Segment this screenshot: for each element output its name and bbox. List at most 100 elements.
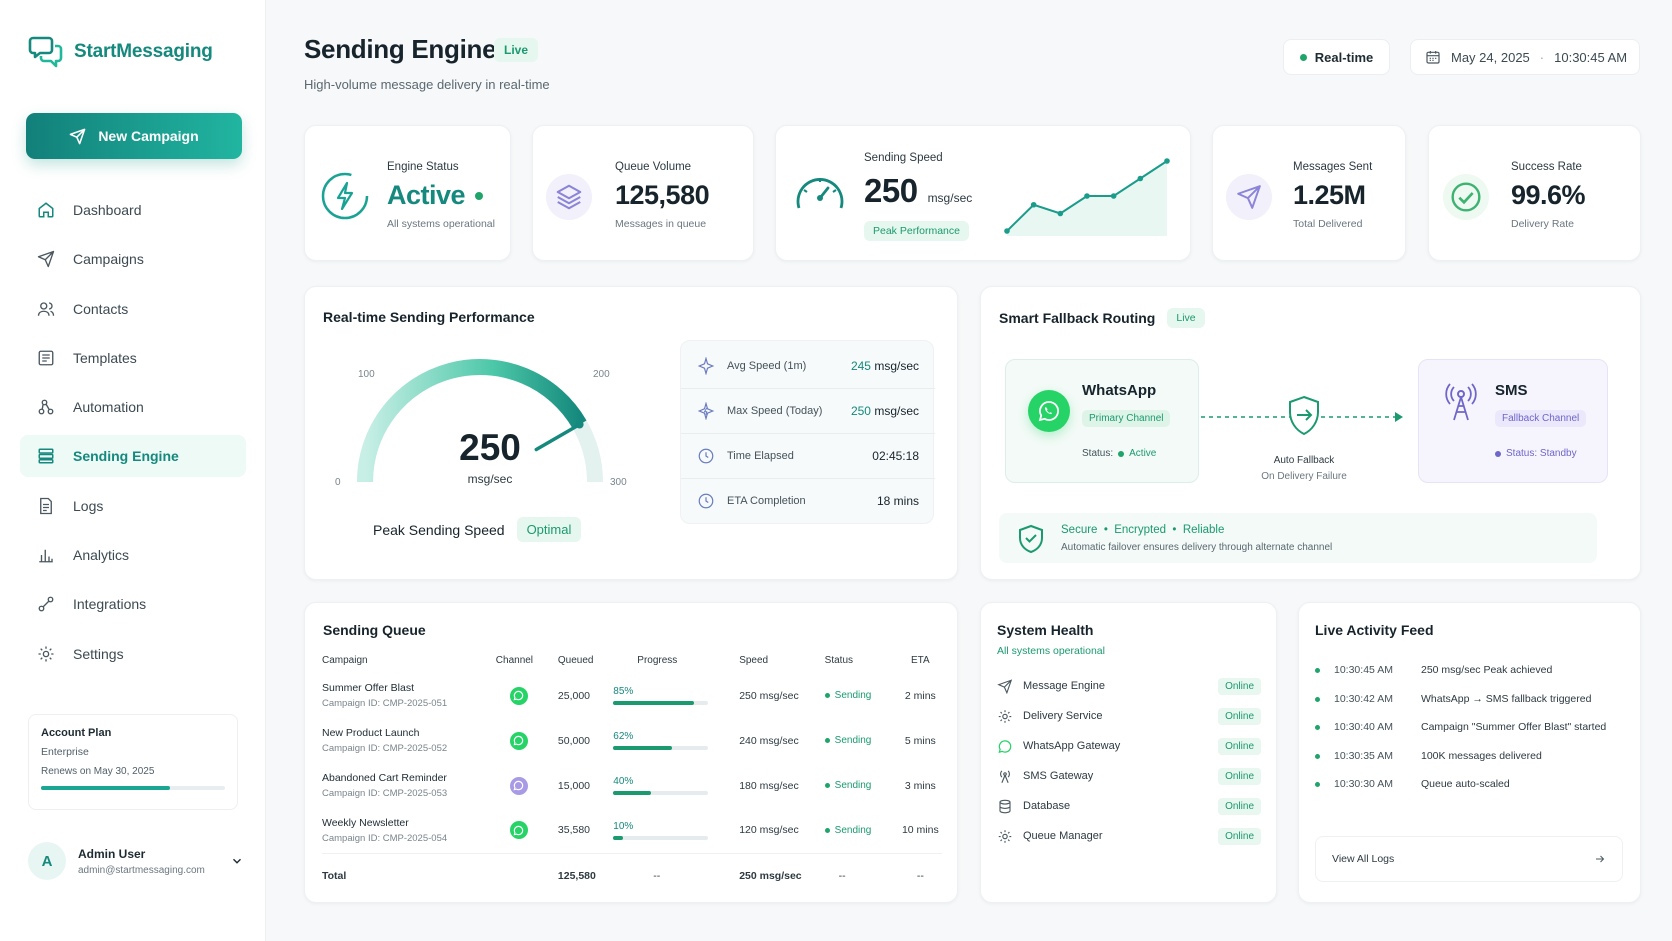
- send-icon: [37, 251, 55, 268]
- queued-count: 50,000: [557, 734, 591, 747]
- sidebar-item-campaigns[interactable]: Campaigns: [20, 238, 246, 280]
- layers-icon: [556, 184, 582, 210]
- feed-item: 10:30:35 AM 100K messages delivered: [1315, 742, 1625, 770]
- bolt-circle-icon: [321, 172, 369, 220]
- queue-table: Campaign Channel Queued Progress Speed S…: [322, 647, 942, 898]
- feed-text: Campaign "Summer Offer Blast" started: [1421, 721, 1607, 733]
- total-queued: 125,580: [557, 869, 596, 882]
- realtime-toggle[interactable]: Real-time: [1283, 39, 1390, 75]
- table-row[interactable]: New Product Launch Campaign ID: CMP-2025-…: [322, 718, 942, 763]
- metric-avg-speed: Avg Speed (1m) 245 msg/sec: [681, 344, 935, 388]
- feed-dot: [1315, 781, 1320, 787]
- header-progress: Progress: [637, 654, 678, 666]
- shield-arrow-icon: [1289, 395, 1319, 436]
- row-speed: 240 msg/sec: [739, 734, 799, 747]
- check-icon-wrap: [1443, 174, 1489, 220]
- whatsapp-channel-card[interactable]: WhatsApp Primary Channel Status: Active: [1005, 359, 1199, 483]
- status-dot: [1299, 53, 1307, 61]
- page-title: Sending Engine: [304, 34, 497, 64]
- status-dot: [824, 693, 830, 698]
- send-icon-wrap: [1226, 174, 1272, 220]
- datetime-display[interactable]: May 24, 2025 · 10:30:45 AM: [1410, 39, 1640, 75]
- total-speed: 250 msg/sec: [739, 869, 802, 882]
- brand-name: StartMessaging: [74, 41, 213, 62]
- progress-fill: [613, 835, 623, 840]
- sidebar-item-sending-engine[interactable]: Sending Engine: [20, 435, 246, 478]
- send-icon: [997, 678, 1013, 694]
- brand-logo[interactable]: StartMessaging: [28, 34, 213, 70]
- messages-sent-sub: Total Delivered: [1293, 218, 1363, 230]
- view-all-logs-button[interactable]: View All Logs: [1315, 836, 1623, 882]
- status-badge: Sending: [824, 735, 899, 746]
- speed-gauge: 0 100 200 300: [335, 359, 627, 488]
- total-status: --: [838, 869, 846, 882]
- send-icon: [1237, 185, 1261, 209]
- table-row[interactable]: Summer Offer Blast Campaign ID: CMP-2025-…: [322, 673, 942, 718]
- row-speed: 250 msg/sec: [739, 689, 799, 702]
- sms-channel-card[interactable]: SMS Fallback Channel Status: Standby: [1418, 359, 1608, 483]
- status-text: Sending: [834, 690, 872, 701]
- sidebar-item-integrations[interactable]: Integrations: [20, 583, 246, 625]
- system-health-panel: System Health All systems operational Me…: [980, 602, 1277, 903]
- feed-item: 10:30:42 AM WhatsApp → SMS fallback trig…: [1315, 685, 1625, 713]
- campaign-name: New Product Launch: [322, 727, 420, 739]
- header-channel: Channel: [495, 654, 534, 666]
- chevron-down-icon[interactable]: [230, 854, 244, 868]
- fallback-live-badge: Live: [1167, 308, 1205, 328]
- sidebar-nav: Dashboard Campaigns Contacts Templates A…: [20, 189, 246, 682]
- plan-tier: Enterprise: [41, 746, 89, 758]
- success-rate-sub: Delivery Rate: [1511, 218, 1575, 230]
- header-speed: Speed: [739, 654, 769, 666]
- sidebar-item-dashboard[interactable]: Dashboard: [20, 189, 246, 231]
- row-eta: 3 mins: [904, 779, 936, 792]
- metric-label: Max Speed (Today): [727, 404, 823, 417]
- table-row[interactable]: Weekly Newsletter Campaign ID: CMP-2025-0…: [322, 808, 942, 853]
- sidebar-item-label: Integrations: [73, 596, 147, 613]
- whatsapp-channel-name: WhatsApp: [1082, 382, 1157, 399]
- table-header-row: Campaign Channel Queued Progress Speed S…: [322, 647, 942, 673]
- engine-status-label: Engine Status: [387, 161, 459, 173]
- feed-time: 10:30:42 AM: [1334, 693, 1393, 705]
- sms-channel-name: SMS: [1495, 382, 1528, 399]
- link-icon: [38, 596, 54, 612]
- user-menu[interactable]: A Admin User admin@startmessaging.com: [28, 838, 244, 884]
- sidebar-item-logs[interactable]: Logs: [20, 485, 246, 527]
- sidebar-item-settings[interactable]: Settings: [20, 633, 246, 675]
- health-item-label: Delivery Service: [1023, 710, 1103, 722]
- feed-time: 10:30:35 AM: [1334, 750, 1393, 762]
- sidebar-item-label: Dashboard: [73, 202, 142, 218]
- status-dot: [475, 191, 484, 200]
- sidebar-item-automation[interactable]: Automation: [20, 386, 246, 428]
- messages-sent-value: 1.25M: [1293, 180, 1366, 210]
- header-eta: ETA: [910, 654, 930, 666]
- sidebar-item-label: Automation: [73, 399, 144, 416]
- sidebar-item-templates[interactable]: Templates: [20, 337, 246, 379]
- status-badge: Online: [1218, 737, 1261, 755]
- gear-icon: [998, 709, 1012, 723]
- status-badge: Online: [1218, 677, 1261, 695]
- home-icon: [38, 202, 54, 218]
- status-dot: [1118, 450, 1125, 457]
- optimal-badge: Optimal: [516, 517, 582, 542]
- live-badge: Live: [494, 38, 539, 62]
- new-campaign-button[interactable]: New Campaign: [26, 113, 242, 159]
- metric-value: 250: [850, 403, 871, 418]
- metric-time-elapsed: Time Elapsed 02:45:18: [681, 433, 935, 477]
- auto-fallback-title: Auto Fallback: [1273, 455, 1335, 466]
- gauge-needle-knob: [575, 420, 584, 429]
- total-eta: --: [916, 869, 924, 882]
- metric-unit: 18 mins: [876, 493, 919, 508]
- progress-bar: [613, 701, 709, 705]
- avatar: A: [28, 842, 66, 880]
- progress-fill: [613, 701, 695, 705]
- health-item-label: Database: [1023, 800, 1071, 812]
- table-row[interactable]: Abandoned Cart Reminder Campaign ID: CMP-…: [322, 763, 942, 808]
- calendar-icon: [1426, 51, 1440, 64]
- sidebar-item-label: Logs: [73, 497, 104, 514]
- engine-status-card: Engine Status Active All systems operati…: [304, 125, 511, 261]
- sidebar-item-contacts[interactable]: Contacts: [20, 288, 246, 330]
- sidebar-item-analytics[interactable]: Analytics: [20, 534, 246, 576]
- check-circle-icon: [1451, 182, 1481, 212]
- plan-progress-bar: [41, 786, 225, 790]
- metric-label: Avg Speed (1m): [727, 360, 807, 372]
